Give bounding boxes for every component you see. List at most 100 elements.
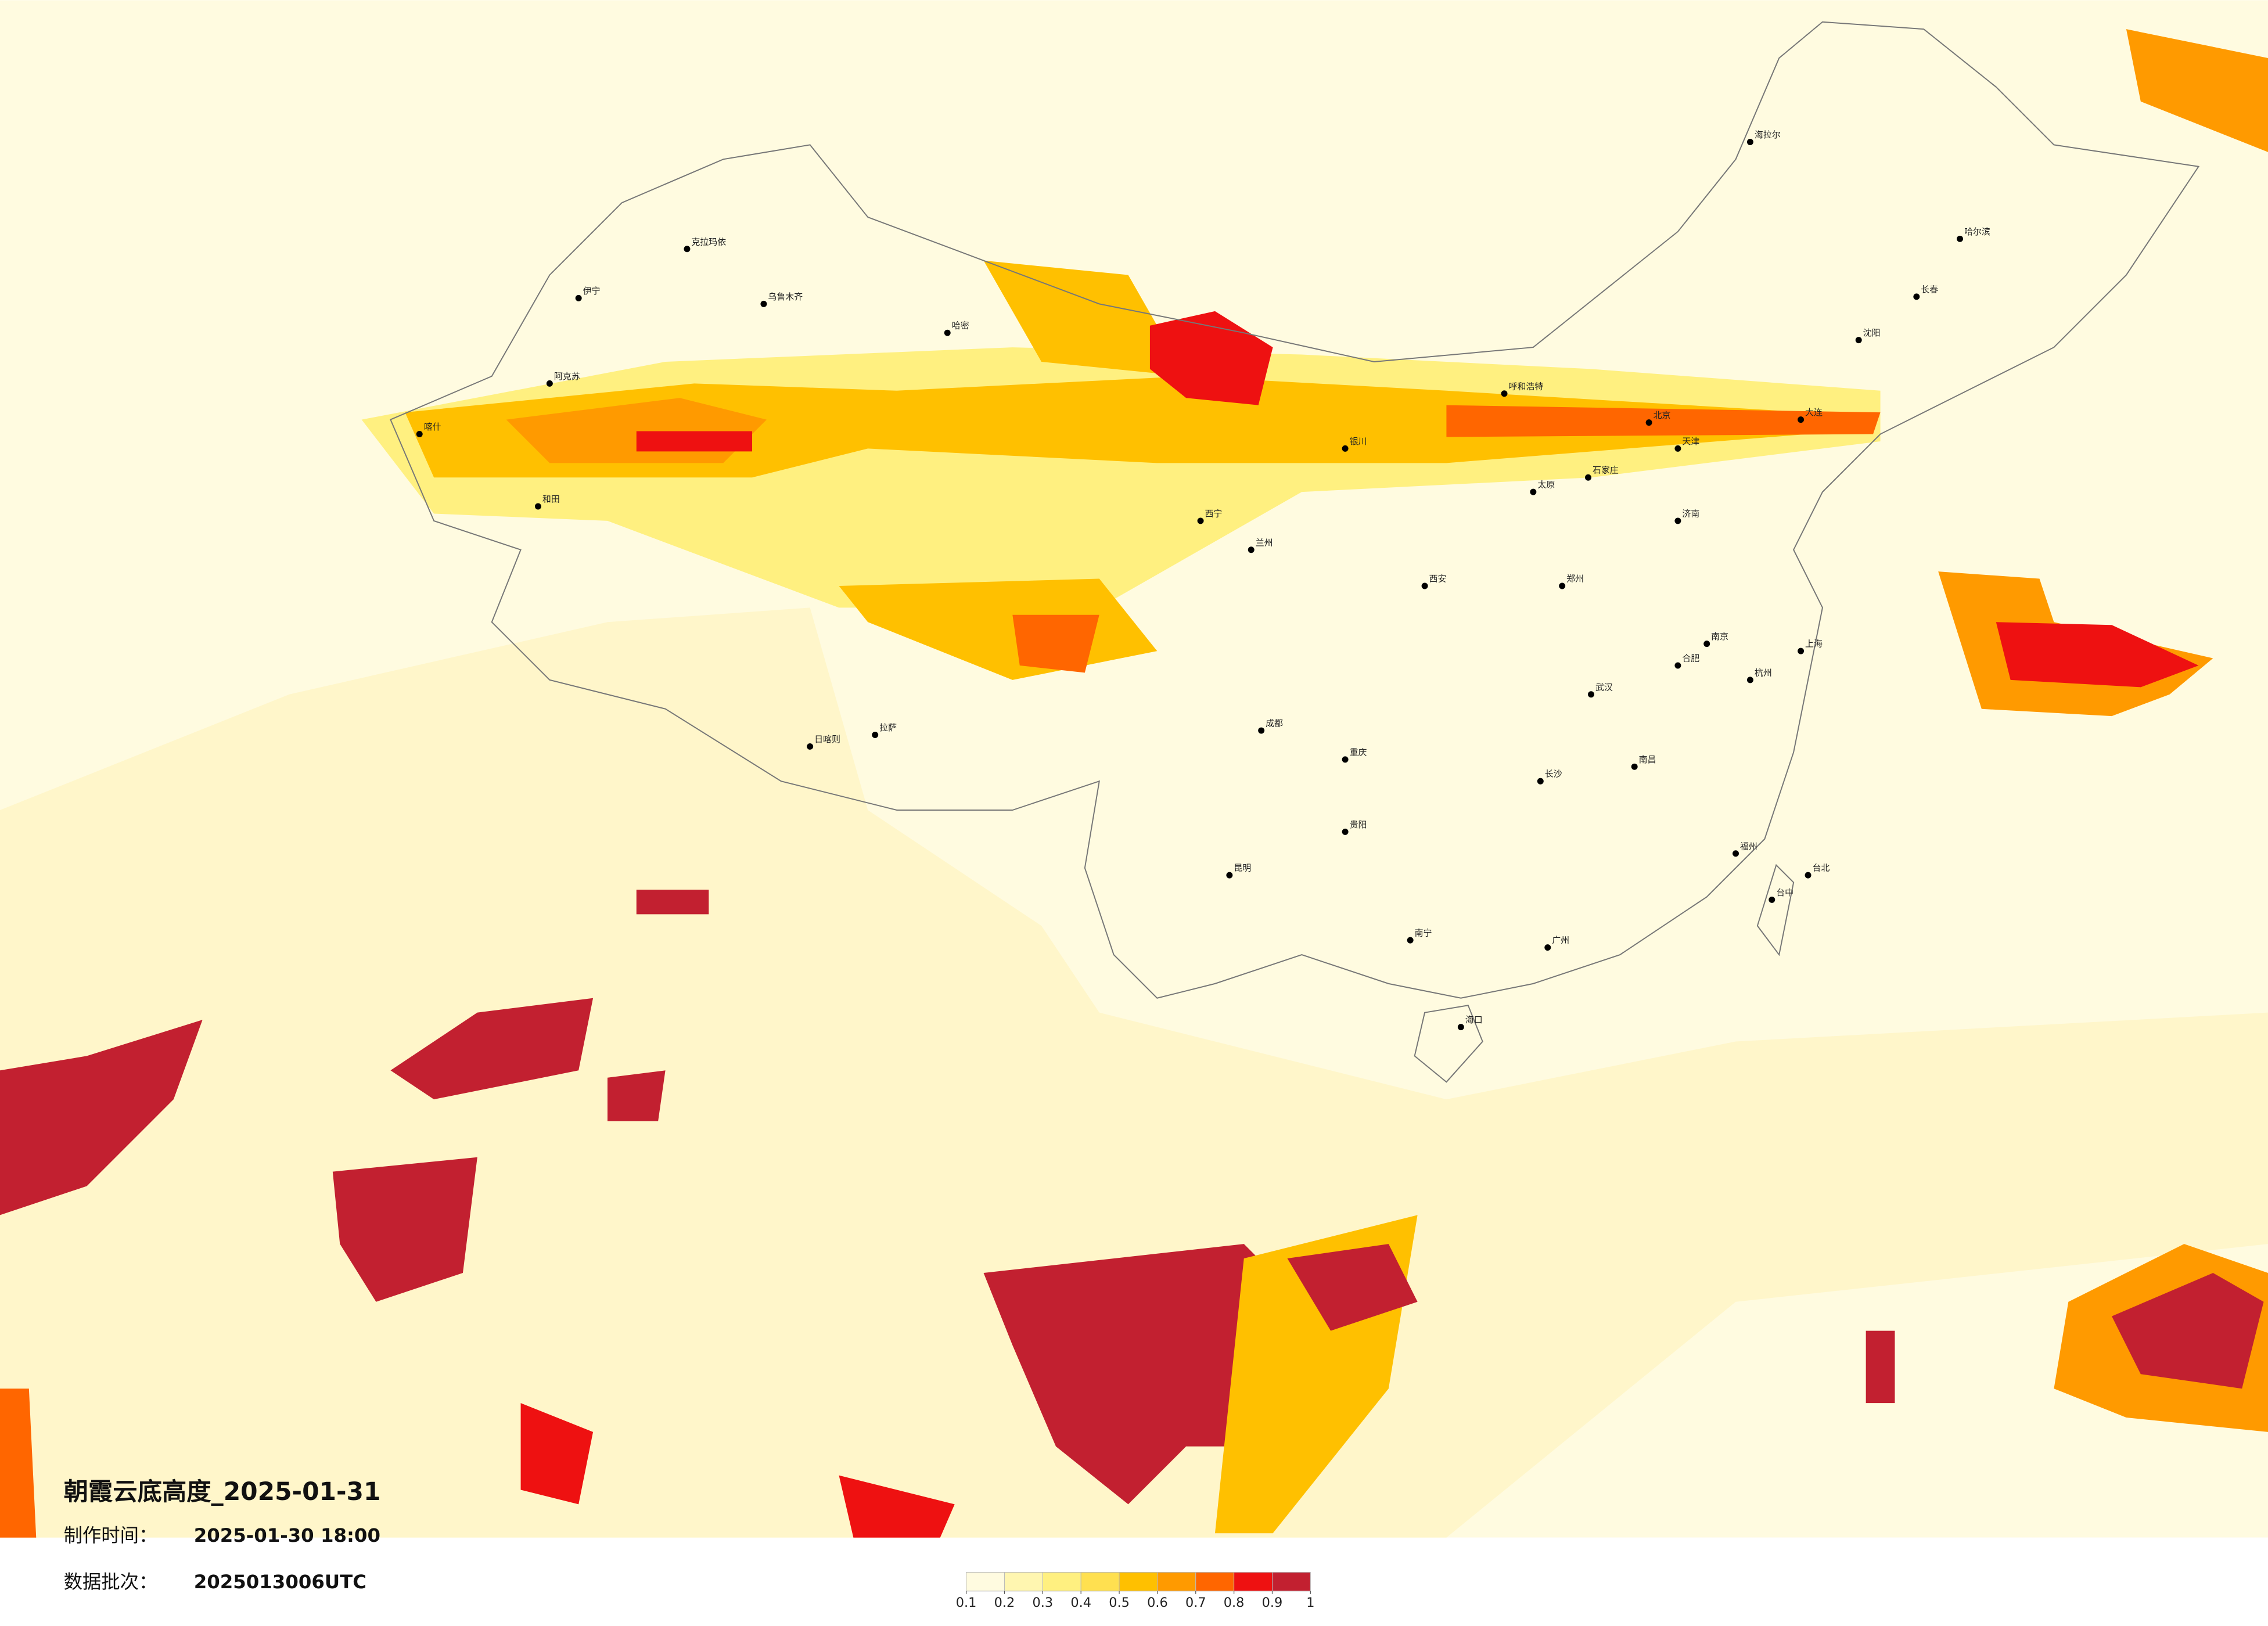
city-dot (1913, 293, 1920, 300)
city-label: 北京 (1654, 410, 1671, 420)
colorbar-swatch (1119, 1571, 1158, 1592)
city-label: 拉萨 (879, 722, 897, 733)
city-dot (546, 380, 553, 387)
city-label: 日喀则 (814, 734, 840, 744)
colorbar-tick-label: 0.2 (994, 1595, 1015, 1610)
city-label: 长春 (1921, 284, 1938, 294)
city-dot (1197, 517, 1204, 524)
city-label: 阿克苏 (554, 371, 580, 382)
city-dot (684, 246, 691, 253)
city-label: 济南 (1682, 508, 1699, 519)
city-label: 郑州 (1566, 574, 1584, 584)
city-dot (1342, 756, 1349, 763)
city-label: 台中 (1776, 887, 1793, 898)
city-label: 长沙 (1545, 769, 1562, 779)
city-label: 乌鲁木齐 (768, 292, 803, 302)
city-label: 伊宁 (583, 286, 601, 296)
city-label: 南昌 (1639, 754, 1656, 765)
colorbar: 0.1 0.2 0.3 0.4 0.5 0.6 0.7 0.8 0.9 1 (956, 1571, 1314, 1610)
city-label: 大连 (1805, 407, 1823, 418)
field-patch (1287, 1244, 1418, 1331)
batch-label: 数据批次： (64, 1571, 158, 1593)
field-patch (839, 1475, 955, 1538)
field-band (983, 260, 1187, 376)
colorbar-swatch (966, 1571, 1005, 1592)
field-band (405, 376, 1809, 478)
city-dot (1746, 138, 1753, 145)
city-dot (1674, 517, 1681, 524)
field-patch (636, 889, 709, 915)
field-band (636, 431, 753, 452)
field-band (2126, 29, 2268, 152)
map-title: 朝霞云底高度_2025-01-31 (64, 1477, 381, 1506)
colorbar-swatch (1042, 1571, 1081, 1592)
colorbar-tick-label: 0.3 (1033, 1595, 1054, 1610)
field-patch (0, 1388, 37, 1538)
city-label: 兰州 (1256, 537, 1273, 548)
city-label: 银川 (1350, 436, 1367, 447)
field-band (1012, 614, 1099, 673)
city-label: 贵阳 (1350, 819, 1367, 830)
field-patch (2112, 1272, 2264, 1389)
city-label: 西宁 (1205, 508, 1223, 519)
batch-value: 2025013006UTC (194, 1571, 366, 1593)
colorbar-tick-label: 0.1 (956, 1595, 977, 1610)
colorbar-swatch (1195, 1571, 1235, 1592)
colorbar-tick-label: 0.8 (1224, 1595, 1245, 1610)
city-dot (1342, 445, 1349, 452)
city-label: 哈尔滨 (1964, 226, 1990, 237)
city-dot (1457, 1024, 1464, 1031)
city-dot (1559, 582, 1566, 589)
city-dot (1645, 419, 1652, 426)
city-label: 西安 (1429, 574, 1447, 584)
city-dot (1733, 850, 1739, 857)
colorbar-swatch (1080, 1571, 1120, 1592)
city-label: 和田 (542, 494, 560, 505)
city-label: 海口 (1465, 1015, 1483, 1025)
field-patch (983, 1244, 1302, 1505)
city-dot (1587, 691, 1594, 698)
city-label: 杭州 (1755, 667, 1772, 678)
city-label: 哈密 (952, 321, 969, 331)
island-border (1756, 864, 1795, 956)
colorbar-swatch (1004, 1571, 1043, 1592)
city-dot (534, 503, 541, 510)
city-label: 合肥 (1682, 653, 1699, 664)
city-dot (1537, 778, 1544, 785)
city-dot (807, 743, 814, 750)
city-dot (1226, 872, 1233, 879)
city-label: 喀什 (424, 422, 441, 432)
city-label: 呼和浩特 (1509, 381, 1544, 391)
city-dot (1258, 727, 1265, 734)
city-dot (1530, 488, 1537, 495)
city-dot (944, 329, 951, 336)
field-low (0, 607, 2268, 1538)
city-label: 南宁 (1415, 928, 1432, 938)
city-label: 台北 (1813, 863, 1830, 873)
city-label: 太原 (1537, 480, 1555, 490)
city-dot (1798, 647, 1805, 654)
city-dot (1798, 416, 1805, 423)
city-dot (1805, 872, 1811, 879)
island-border (1414, 1005, 1483, 1083)
field-patch (0, 1020, 203, 1215)
city-dot (1703, 641, 1710, 647)
city-dot (1674, 662, 1681, 669)
city-dot (1746, 677, 1753, 684)
colorbar-tick-label: 0.6 (1147, 1595, 1168, 1610)
colorbar-tick-label: 0.4 (1070, 1595, 1091, 1610)
city-dot (1501, 390, 1508, 397)
city-label: 天津 (1682, 436, 1699, 447)
city-dot (760, 300, 767, 307)
colorbar-tick-label: 0.5 (1109, 1595, 1130, 1610)
colorbar-tick-label: 1 (1306, 1595, 1314, 1610)
colorbar-tick-label: 0.7 (1185, 1595, 1206, 1610)
city-label: 海拉尔 (1755, 129, 1781, 140)
colorbar-swatch (1234, 1571, 1273, 1592)
colorbar-swatch (1157, 1571, 1196, 1592)
city-label: 广州 (1552, 935, 1569, 945)
city-label: 武汉 (1595, 682, 1613, 692)
